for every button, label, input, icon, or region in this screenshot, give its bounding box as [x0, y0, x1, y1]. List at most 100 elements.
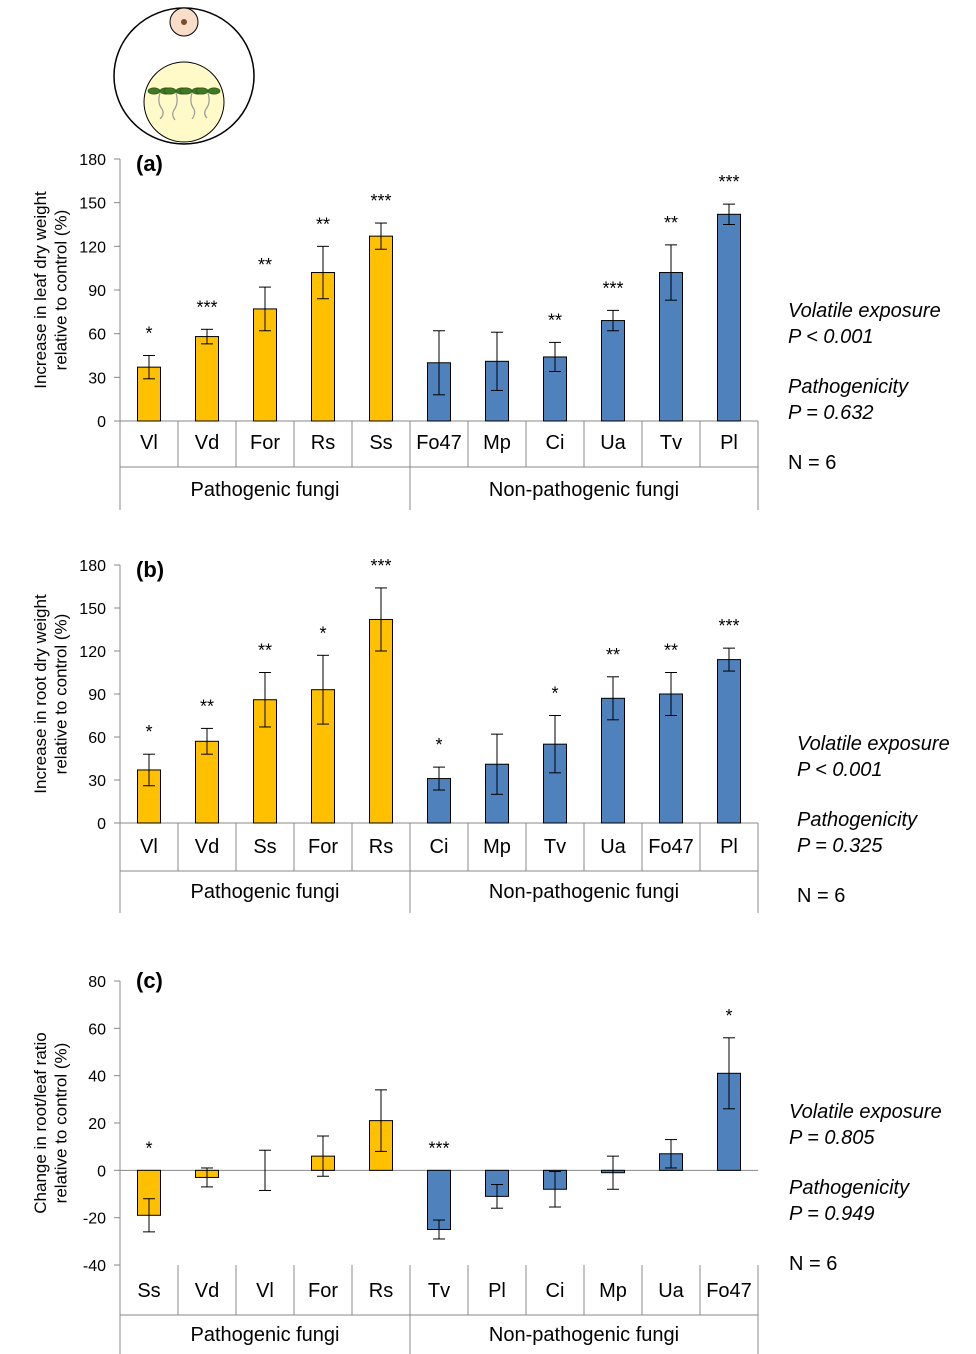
x-tick-label: Ci: [430, 836, 449, 858]
y-tick-label: 20: [88, 1116, 106, 1133]
y-tick-label: 60: [88, 730, 106, 747]
significance-label: *: [319, 623, 326, 643]
y-tick-label: 60: [88, 1021, 106, 1038]
x-tick-label: Pl: [720, 432, 738, 454]
group-label: Pathogenic fungi: [190, 881, 339, 903]
y-axis-label: Increase in leaf dry weightrelative to c…: [31, 191, 70, 389]
seedlings: [158, 92, 210, 121]
x-tick-label: Rs: [369, 1280, 393, 1302]
panel-label: (c): [136, 968, 163, 993]
sample-size: N = 6: [788, 452, 837, 474]
significance-label: **: [606, 645, 620, 665]
stats-block: Volatile exposure P < 0.001 Pathogenicity P…: [788, 298, 941, 476]
x-tick-label: Rs: [311, 432, 335, 454]
x-tick-label: Vd: [195, 432, 219, 454]
x-tick-label: For: [250, 432, 280, 454]
y-tick-label: 0: [97, 414, 106, 431]
y-axis-label-line: relative to control (%): [51, 210, 70, 371]
volatile-exposure-p: P < 0.001: [788, 326, 874, 348]
significance-label: *: [551, 684, 558, 704]
x-tick-label: Tv: [544, 836, 566, 858]
y-axis-label-line: relative to control (%): [51, 614, 70, 775]
y-axis-label: Change in root/leaf ratiorelative to con…: [31, 1032, 70, 1213]
y-axis-label: Increase in root dry weightrelative to c…: [31, 594, 70, 794]
x-tick-label: Vl: [140, 432, 158, 454]
x-tick-label: Pl: [488, 1280, 506, 1302]
y-tick-label: 90: [88, 283, 106, 300]
y-tick-label: 80: [88, 974, 106, 991]
x-tick-label: Ss: [137, 1280, 160, 1302]
group-label: Non-pathogenic fungi: [489, 479, 679, 501]
x-tick-label: Ua: [600, 836, 626, 858]
x-tick-label: Fo47: [706, 1280, 752, 1302]
x-tick-label: Tv: [428, 1280, 450, 1302]
y-axis-label-line: relative to control (%): [51, 1043, 70, 1204]
x-tick-label: For: [308, 836, 338, 858]
petri-dish-illustration: [113, 7, 255, 145]
significance-label: *: [145, 722, 152, 742]
y-tick-label: 150: [79, 601, 106, 618]
sample-size: N = 6: [789, 1253, 838, 1275]
x-tick-label: Tv: [660, 432, 682, 454]
stats-block: Volatile exposure P < 0.001 Pathogenicity P…: [797, 731, 950, 909]
significance-label: ***: [718, 172, 739, 192]
volatile-exposure-p: P < 0.001: [797, 759, 883, 781]
bar: [601, 320, 625, 422]
significance-label: *: [145, 1138, 152, 1158]
panel-label: (a): [136, 151, 163, 176]
stats-block: Volatile exposure P = 0.805 Pathogenicity P…: [789, 1099, 942, 1277]
group-label: Pathogenic fungi: [190, 479, 339, 501]
fungal-plug-center: [181, 19, 187, 25]
x-tick-label: Ci: [546, 1280, 565, 1302]
y-axis-label-line: Increase in root dry weight: [31, 594, 50, 794]
pathogenicity-p: P = 0.325: [797, 835, 883, 857]
chart-panel-1: Increase in leaf dry weightrelative to c…: [31, 151, 759, 510]
significance-label: *: [145, 324, 152, 344]
plant-plate: [143, 61, 225, 143]
significance-label: ***: [428, 1138, 449, 1158]
x-tick-label: For: [308, 1280, 338, 1302]
y-tick-label: 120: [79, 644, 106, 661]
x-tick-label: Fo47: [648, 836, 694, 858]
bar: [717, 659, 741, 824]
bar: [369, 235, 393, 422]
y-tick-label: 90: [88, 687, 106, 704]
group-label: Non-pathogenic fungi: [489, 881, 679, 903]
significance-label: **: [664, 641, 678, 661]
volatile-exposure-label: Volatile exposure: [789, 1101, 942, 1123]
significance-label: **: [200, 696, 214, 716]
pathogenicity-label: Pathogenicity: [788, 376, 909, 398]
x-tick-label: Fo47: [416, 432, 462, 454]
significance-label: ***: [602, 278, 623, 298]
significance-label: ***: [370, 191, 391, 211]
x-tick-label: Ua: [658, 1280, 684, 1302]
significance-label: **: [548, 310, 562, 330]
x-tick-label: Pl: [720, 836, 738, 858]
pathogenicity-p: P = 0.949: [789, 1203, 875, 1225]
chart-panel-2: Increase in root dry weightrelative to c…: [31, 556, 759, 913]
y-tick-label: 30: [88, 370, 106, 387]
group-label: Non-pathogenic fungi: [489, 1324, 679, 1346]
significance-label: ***: [370, 556, 391, 576]
y-tick-label: 0: [97, 1163, 106, 1180]
x-tick-label: Ua: [600, 432, 626, 454]
significance-label: ***: [196, 297, 217, 317]
y-tick-label: -40: [83, 1258, 106, 1275]
y-tick-label: 40: [88, 1069, 106, 1086]
y-tick-label: 120: [79, 239, 106, 256]
y-tick-label: 180: [79, 152, 106, 169]
significance-label: **: [316, 214, 330, 234]
group-label: Pathogenic fungi: [190, 1324, 339, 1346]
x-tick-label: Rs: [369, 836, 393, 858]
significance-label: *: [435, 735, 442, 755]
x-tick-label: Ss: [253, 836, 276, 858]
pathogenicity-label: Pathogenicity: [797, 809, 918, 831]
x-tick-label: Ss: [369, 432, 392, 454]
y-tick-label: 0: [97, 816, 106, 833]
x-tick-label: Vl: [256, 1280, 274, 1302]
y-tick-label: 30: [88, 773, 106, 790]
significance-label: **: [258, 641, 272, 661]
x-tick-label: Vd: [195, 1280, 219, 1302]
y-tick-label: 150: [79, 196, 106, 213]
significance-label: ***: [718, 616, 739, 636]
